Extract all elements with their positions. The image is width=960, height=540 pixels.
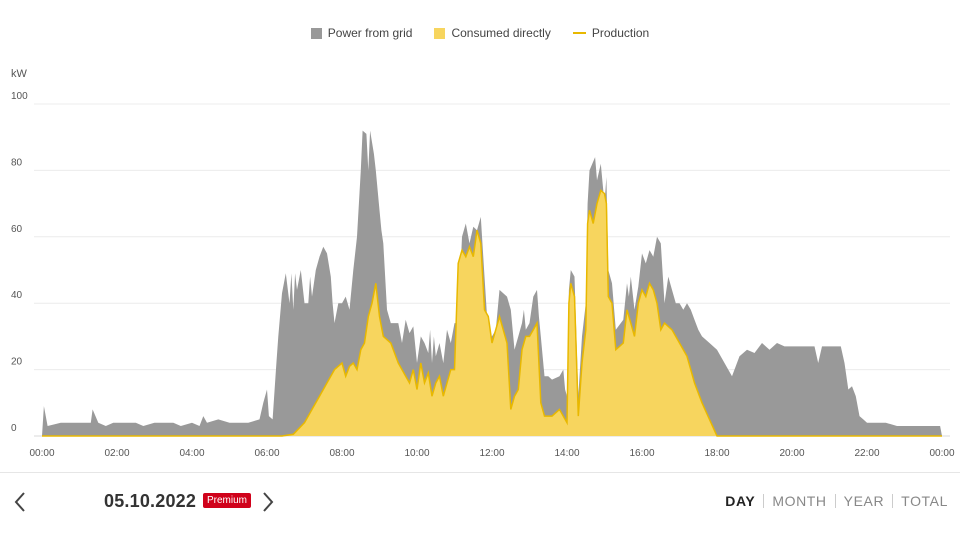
x-tick-label: 10:00 <box>404 448 429 459</box>
x-tick-label: 12:00 <box>479 448 504 459</box>
premium-badge: Premium <box>203 493 252 508</box>
x-tick-label: 18:00 <box>704 448 729 459</box>
period-divider <box>763 494 765 508</box>
y-tick-label: 20 <box>11 357 23 368</box>
date-navigation: 05.10.2022 Premium DAY MONTH YEAR TOTAL <box>0 480 960 524</box>
legend-swatch-grid <box>310 27 322 39</box>
y-tick-label: 80 <box>11 157 23 168</box>
period-day[interactable]: DAY <box>725 493 756 509</box>
x-tick-label: 00:00 <box>929 448 954 459</box>
legend-swatch-production <box>572 32 586 34</box>
x-tick-label: 08:00 <box>329 448 354 459</box>
x-tick-label: 00:00 <box>29 448 54 459</box>
x-tick-label: 06:00 <box>254 448 279 459</box>
period-year[interactable]: YEAR <box>843 493 885 509</box>
divider <box>0 472 960 473</box>
chevron-left-icon <box>14 492 25 512</box>
next-day-button[interactable] <box>258 488 278 516</box>
period-month[interactable]: MONTH <box>772 493 827 509</box>
x-tick-label: 16:00 <box>629 448 654 459</box>
legend-label-direct: Consumed directly <box>451 26 551 40</box>
current-date[interactable]: 05.10.2022 <box>104 491 197 511</box>
chart-legend: Power from grid Consumed directly Produc… <box>0 26 960 40</box>
legend-item-production[interactable]: Production <box>572 26 650 40</box>
x-tick-label: 02:00 <box>104 448 129 459</box>
legend-label-production: Production <box>591 26 650 40</box>
y-tick-label: 100 <box>11 91 28 102</box>
period-total[interactable]: TOTAL <box>901 493 948 509</box>
y-tick-label: 40 <box>11 290 23 301</box>
legend-swatch-direct <box>434 27 446 39</box>
y-axis-unit: kW <box>11 68 28 80</box>
chevron-right-icon <box>263 492 274 512</box>
period-divider <box>834 494 836 508</box>
x-tick-label: 14:00 <box>554 448 579 459</box>
x-tick-label: 20:00 <box>779 448 804 459</box>
line-production <box>42 188 942 437</box>
x-tick-label: 22:00 <box>854 448 879 459</box>
period-selector: DAY MONTH YEAR TOTAL <box>717 493 956 509</box>
x-tick-label: 04:00 <box>179 448 204 459</box>
legend-item-grid[interactable]: Power from grid <box>310 26 413 40</box>
area-power-from-grid <box>42 130 942 436</box>
y-tick-label: 60 <box>11 224 23 235</box>
period-divider <box>892 494 894 508</box>
power-chart: 0 20 40 60 80 100 kW 00:00 02:00 04:00 06:00 08:00 1… <box>11 68 955 459</box>
prev-day-button[interactable] <box>10 488 30 516</box>
legend-label-grid: Power from grid <box>327 26 413 40</box>
legend-item-direct[interactable]: Consumed directly <box>434 26 551 40</box>
y-tick-label: 0 <box>11 423 17 434</box>
area-consumed-directly <box>42 190 942 436</box>
